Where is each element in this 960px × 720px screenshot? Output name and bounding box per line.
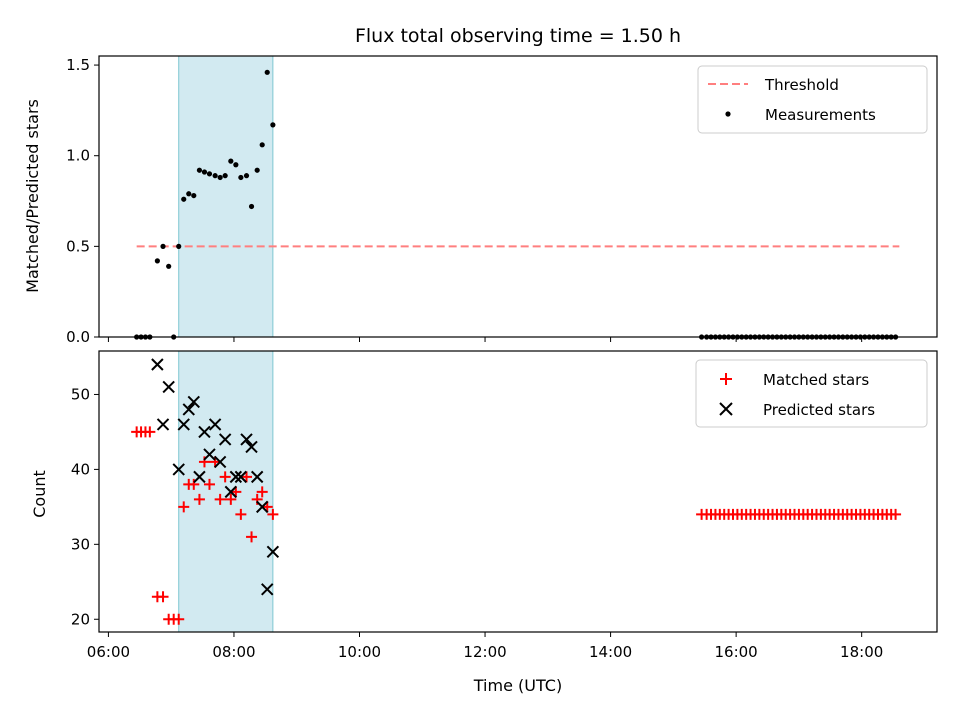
- count-xtick-label: 18:00: [840, 643, 883, 661]
- ratio-ytick-label: 0.0: [66, 328, 90, 346]
- ratio-ytick-label: 1.0: [66, 147, 90, 165]
- measurement-point: [166, 263, 172, 269]
- measurement-point: [228, 158, 234, 164]
- predicted-star-point: [255, 500, 269, 514]
- matched-star-point: [256, 486, 268, 498]
- measurement-point: [154, 258, 160, 264]
- measurement-point: [206, 171, 213, 177]
- matched-star-point: [157, 591, 169, 603]
- x-axis-label: Time (UTC): [473, 676, 562, 695]
- matched-star-point: [235, 508, 247, 520]
- measurement-point: [176, 243, 182, 249]
- predicted-star-point: [261, 583, 274, 596]
- count-ytick-label: 20: [71, 610, 90, 628]
- measurement-point: [254, 167, 260, 173]
- matched-star-point: [225, 493, 237, 505]
- count-xtick-label: 10:00: [338, 643, 381, 661]
- count-xtick-label: 14:00: [589, 643, 632, 661]
- count-xtick-label: 16:00: [715, 643, 758, 661]
- measurement-point: [243, 173, 250, 179]
- matched-star-point: [193, 493, 205, 505]
- matched-star-point: [188, 478, 200, 490]
- count-panel: 20 30 40 50 06:00 08:00 10:00 12:00 14:00 16:00 18…: [30, 350, 938, 695]
- ratio-legend: Threshold Measurements: [697, 65, 928, 134]
- measurement-point: [270, 122, 276, 128]
- measurement-point: [248, 203, 255, 210]
- count-ytick-label: 40: [71, 460, 90, 478]
- predicted-star-point: [218, 433, 232, 446]
- count-legend-box: [695, 359, 928, 428]
- predicted-star-point: [151, 358, 164, 371]
- matched-star-point: [203, 478, 215, 490]
- predicted-star-point: [156, 418, 170, 431]
- measurement-point: [160, 243, 166, 249]
- predicted-star-point: [240, 433, 253, 446]
- ratio-legend-box: [697, 65, 928, 134]
- measurement-point: [259, 142, 265, 148]
- legend-matched-swatch: [720, 373, 732, 385]
- legend-measurements-swatch: [725, 111, 731, 117]
- matched-star-point: [241, 471, 253, 483]
- predicted-star-point: [224, 485, 238, 499]
- count-panel-frame: [98, 350, 938, 633]
- count-legend: Matched stars Predicted stars: [695, 359, 928, 428]
- ratio-panel-frame: [98, 55, 938, 338]
- legend-matched-label: Matched stars: [763, 371, 869, 389]
- matched-star-point: [219, 471, 231, 483]
- measurement-point: [212, 173, 218, 179]
- predicted-star-point: [203, 448, 216, 461]
- predicted-star-point: [229, 470, 243, 484]
- measurement-point: [186, 191, 192, 197]
- count-xtick-label: 06:00: [87, 643, 130, 661]
- predicted-star-point: [182, 403, 195, 416]
- predicted-star-point: [234, 470, 248, 484]
- count-xtick-label: 08:00: [212, 643, 255, 661]
- legend-predicted-swatch: [719, 402, 733, 416]
- count-ytick-label: 30: [71, 535, 90, 553]
- measurement-point: [201, 169, 208, 175]
- ratio-ylabel: Matched/Predicted stars: [23, 99, 42, 293]
- predicted-star-point: [177, 418, 190, 431]
- chart-title: Flux total observing time = 1.50 h: [355, 25, 681, 47]
- count-xtick-label: 12:00: [463, 643, 506, 661]
- matched-star-point: [173, 613, 185, 625]
- count-axes: 20 30 40 50 06:00 08:00 10:00 12:00 14:00 16:00 18…: [71, 385, 883, 661]
- legend-measurements-label: Measurements: [765, 106, 876, 124]
- measurement-point: [238, 174, 244, 181]
- count-ytick-label: 50: [71, 385, 90, 403]
- ratio-ytick-label: 1.5: [66, 56, 90, 74]
- ratio-axes: 0.0 0.5 1.0 1.5: [66, 56, 863, 346]
- measurement-point: [264, 69, 270, 75]
- measurement-point: [233, 162, 239, 168]
- predicted-star-point: [245, 440, 258, 454]
- predicted-star-point: [162, 380, 175, 394]
- count-data-layer: [131, 358, 902, 625]
- measurement-point: [222, 173, 228, 179]
- matched-star-point: [890, 508, 902, 520]
- predicted-star-point: [198, 425, 211, 439]
- measurement-point: [181, 196, 187, 202]
- predicted-star-point: [208, 418, 222, 431]
- legend-predicted-label: Predicted stars: [763, 401, 875, 419]
- measurement-point: [196, 167, 203, 173]
- predicted-star-point: [266, 545, 280, 559]
- matched-star-point: [178, 501, 190, 513]
- predicted-star-point: [193, 470, 206, 484]
- measurement-point: [191, 192, 197, 199]
- matched-star-point: [246, 531, 258, 543]
- predicted-star-point: [250, 470, 264, 484]
- legend-threshold-label: Threshold: [764, 76, 839, 94]
- ratio-ytick-label: 0.5: [66, 237, 90, 255]
- predicted-star-point: [213, 455, 227, 469]
- matched-star-point: [144, 426, 156, 438]
- matched-star-point: [267, 508, 279, 520]
- measurement-point: [217, 174, 223, 181]
- predicted-star-point: [187, 395, 200, 409]
- predicted-star-point: [172, 463, 185, 476]
- ratio-panel: 0.0 0.5 1.0 1.5 Matched/Predicted stars Thr…: [23, 55, 938, 346]
- matched-star-point: [214, 493, 226, 505]
- count-ylabel: Count: [30, 470, 49, 518]
